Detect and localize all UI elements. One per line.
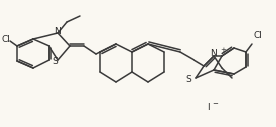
Text: N: N xyxy=(210,50,217,59)
Text: +: + xyxy=(220,47,226,53)
Text: I: I xyxy=(207,104,209,113)
Text: S: S xyxy=(52,58,58,67)
Text: −: − xyxy=(213,101,218,107)
Text: N: N xyxy=(54,27,61,36)
Text: Cl: Cl xyxy=(254,31,263,41)
Text: S: S xyxy=(185,75,191,83)
Text: Cl: Cl xyxy=(2,35,11,44)
